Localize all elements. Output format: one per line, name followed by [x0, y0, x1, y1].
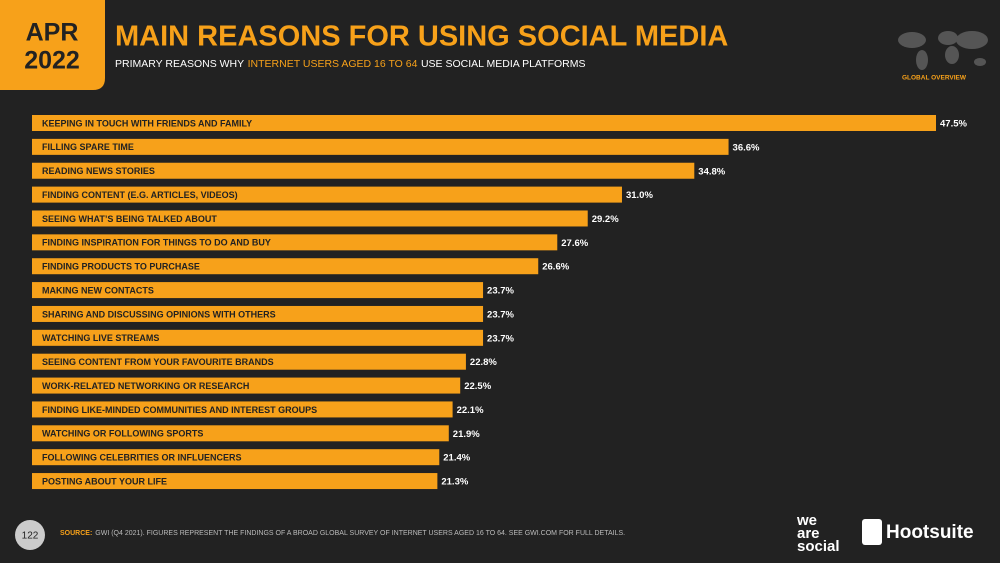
value-label: 34.8% [698, 166, 725, 177]
logo-text: Hootsuite [886, 522, 974, 543]
value-label: 31.0% [626, 190, 653, 201]
category-label: SEEING WHAT’S BEING TALKED ABOUT [42, 214, 217, 224]
bar [32, 162, 695, 179]
bar [32, 449, 440, 466]
bar [32, 329, 484, 346]
logo-text: we [796, 512, 817, 529]
subtitle: USE SOCIAL MEDIA PLATFORMS [421, 58, 586, 70]
category-label: FILLING SPARE TIME [42, 142, 134, 152]
category-label: WORK-RELATED NETWORKING OR RESEARCH [42, 381, 249, 391]
value-label: 47.5% [940, 119, 967, 130]
category-label: WATCHING LIVE STREAMS [42, 333, 159, 343]
category-label: KEEPING IN TOUCH WITH FRIENDS AND FAMILY [42, 118, 252, 128]
month: APR [26, 19, 79, 47]
section-label: GLOBAL OVERVIEW [902, 75, 967, 82]
page-number: 122 [22, 531, 39, 542]
bar [32, 473, 438, 490]
value-label: 36.6% [733, 142, 760, 153]
world-map [898, 31, 988, 70]
date-badge [0, 0, 105, 90]
value-label: 21.3% [441, 477, 468, 488]
logo-text: are [797, 525, 820, 542]
value-label: 23.7% [487, 286, 514, 297]
bar [32, 186, 622, 203]
bar [32, 258, 539, 275]
bar [32, 305, 484, 322]
value-label: 26.6% [542, 262, 569, 273]
category-label: FINDING CONTENT (E.G. ARTICLES, VIDEOS) [42, 190, 238, 200]
bar [32, 115, 936, 131]
category-label: POSTING ABOUT YOUR LIFE [42, 476, 167, 486]
bar [32, 377, 461, 394]
category-label: MAKING NEW CONTACTS [42, 285, 154, 295]
value-label: 22.5% [464, 381, 491, 392]
bar [32, 138, 729, 155]
category-label: FOLLOWING CELEBRITIES OR INFLUENCERS [42, 453, 242, 463]
value-label: 23.7% [487, 333, 514, 344]
category-label: SEEING CONTENT FROM YOUR FAVOURITE BRAND… [42, 357, 274, 367]
category-label: FINDING INSPIRATION FOR THINGS TO DO AND… [42, 238, 271, 248]
value-label: 22.1% [457, 405, 484, 416]
chart-title: MAIN REASONS FOR USING SOCIAL MEDIA [115, 21, 728, 53]
value-label: 27.6% [561, 238, 588, 249]
value-label: 22.8% [470, 357, 497, 368]
category-label: FINDING PRODUCTS TO PURCHASE [42, 262, 200, 272]
bar [32, 425, 449, 442]
value-label: 29.2% [592, 214, 619, 225]
logo-text: social [797, 538, 840, 555]
bar [32, 234, 558, 251]
category-label: FINDING LIKE-MINDED COMMUNITIES AND INTE… [42, 405, 317, 415]
page-badge [15, 520, 45, 550]
bar [32, 282, 484, 299]
value-label: 23.7% [487, 309, 514, 320]
category-label: SHARING AND DISCUSSING OPINIONS WITH OTH… [42, 309, 276, 319]
bar-chart: KEEPING IN TOUCH WITH FRIENDS AND FAMILY… [32, 115, 967, 490]
owl-icon [862, 519, 882, 545]
category-label: WATCHING OR FOLLOWING SPORTS [42, 429, 203, 439]
category-label: READING NEWS STORIES [42, 166, 155, 176]
bar [32, 401, 453, 418]
bar [32, 210, 588, 227]
subtitle: PRIMARY REASONS WHY [115, 58, 244, 70]
bar [32, 353, 466, 370]
source-text: GWI (Q4 2021). FIGURES REPRESENT THE FIN… [95, 530, 625, 537]
subtitle-highlight: INTERNET USERS AGED 16 TO 64 [248, 58, 418, 70]
value-label: 21.4% [443, 453, 470, 464]
value-label: 21.9% [453, 429, 480, 440]
year: 2022 [24, 47, 80, 75]
source-label: SOURCE: [60, 530, 92, 537]
